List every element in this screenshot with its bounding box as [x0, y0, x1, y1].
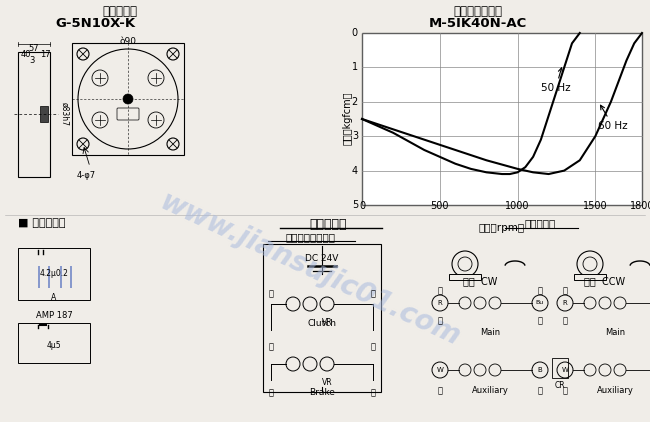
Text: 4.2μ0.2: 4.2μ0.2: [40, 270, 68, 279]
Bar: [60, 266, 62, 288]
Text: 2: 2: [352, 97, 358, 107]
Circle shape: [123, 94, 133, 104]
Text: 蓝: 蓝: [562, 286, 567, 295]
Text: 1000: 1000: [505, 201, 530, 211]
Text: 蓝: 蓝: [268, 289, 274, 298]
Text: 中间齿轮笩: 中间齿轮笩: [103, 5, 138, 18]
Text: 轮矩（kgfcm）: 轮矩（kgfcm）: [343, 91, 353, 145]
Text: 蓝: 蓝: [538, 286, 543, 295]
Bar: [72, 43, 184, 155]
Text: G-5N10X-K: G-5N10X-K: [55, 17, 135, 30]
Text: 蓝: 蓝: [562, 316, 567, 325]
Text: 1: 1: [352, 62, 358, 73]
Text: AMP 187: AMP 187: [36, 311, 72, 320]
Text: Main: Main: [480, 328, 500, 337]
Bar: [18, 248, 90, 300]
Text: 3: 3: [352, 131, 358, 141]
Text: 蓝: 蓝: [268, 342, 274, 351]
Text: 黑: 黑: [538, 386, 543, 395]
Text: A: A: [51, 293, 57, 302]
Bar: [38, 266, 40, 288]
Text: VR: VR: [322, 378, 332, 387]
Bar: [449, 274, 481, 280]
Text: W: W: [437, 367, 443, 373]
Bar: [263, 244, 381, 392]
Text: 57: 57: [29, 44, 39, 53]
Text: 红: 红: [437, 316, 443, 325]
Text: 白: 白: [562, 386, 567, 395]
Bar: [48, 266, 50, 288]
Text: Auxiliary: Auxiliary: [597, 386, 634, 395]
Text: W: W: [562, 367, 569, 373]
Text: Clutch: Clutch: [307, 319, 337, 328]
Text: 蓝: 蓝: [538, 316, 543, 325]
Bar: [362, 33, 642, 205]
Text: 正转  CW: 正转 CW: [463, 276, 497, 286]
Text: Main: Main: [605, 328, 625, 337]
Text: ■ 电容器规格: ■ 电容器规格: [18, 218, 66, 228]
Text: Brake: Brake: [309, 388, 335, 397]
Text: 5: 5: [352, 200, 358, 210]
Text: 17: 17: [40, 50, 50, 59]
Text: 500: 500: [430, 201, 449, 211]
Text: VR: VR: [322, 318, 332, 327]
Bar: [18, 52, 50, 177]
Text: www.jiansujic01.com: www.jiansujic01.com: [155, 188, 465, 352]
Text: 1800: 1800: [630, 201, 650, 211]
Text: 4: 4: [352, 165, 358, 176]
Text: 1500: 1500: [583, 201, 608, 211]
Text: 蓝: 蓝: [370, 289, 376, 298]
Bar: [574, 274, 606, 280]
Text: Bu: Bu: [536, 300, 544, 306]
Text: 电气结线图: 电气结线图: [309, 218, 346, 231]
Text: 黑: 黑: [370, 388, 376, 397]
Text: 4-φ7: 4-φ7: [77, 171, 96, 180]
Text: 感应马达特性图: 感应马达特性图: [454, 5, 502, 18]
Text: 黑: 黑: [268, 388, 274, 397]
Text: 感应马达侧: 感应马达侧: [525, 218, 556, 228]
Text: 0: 0: [352, 28, 358, 38]
Text: 蓝: 蓝: [370, 342, 376, 351]
Text: R: R: [437, 300, 443, 306]
Text: 60 Hz: 60 Hz: [599, 105, 628, 131]
Text: 50 Hz: 50 Hz: [541, 68, 571, 94]
Text: 0: 0: [359, 201, 365, 211]
Bar: [70, 266, 72, 288]
Bar: [40, 106, 48, 122]
Text: 40: 40: [21, 50, 31, 59]
Text: Auxiliary: Auxiliary: [471, 386, 508, 395]
Text: B: B: [538, 367, 542, 373]
Text: 转速（rpm）: 转速（rpm）: [479, 223, 525, 233]
Text: R: R: [563, 300, 567, 306]
Text: ø83h7: ø83h7: [60, 102, 69, 126]
Bar: [18, 323, 90, 363]
Text: ò90: ò90: [120, 37, 136, 46]
Text: DC 24V: DC 24V: [306, 254, 339, 263]
Text: 逆转  CCW: 逆转 CCW: [584, 276, 625, 286]
Text: 白: 白: [437, 386, 443, 395]
Bar: [552, 358, 568, 378]
Text: 3: 3: [29, 56, 34, 65]
Text: 红: 红: [437, 286, 443, 295]
Text: 4μ5: 4μ5: [47, 341, 61, 349]
Text: M-5IK40N-AC: M-5IK40N-AC: [429, 17, 527, 30]
Text: CR: CR: [554, 381, 565, 390]
Text: 电磁离合制动器侧: 电磁离合制动器侧: [285, 232, 335, 242]
